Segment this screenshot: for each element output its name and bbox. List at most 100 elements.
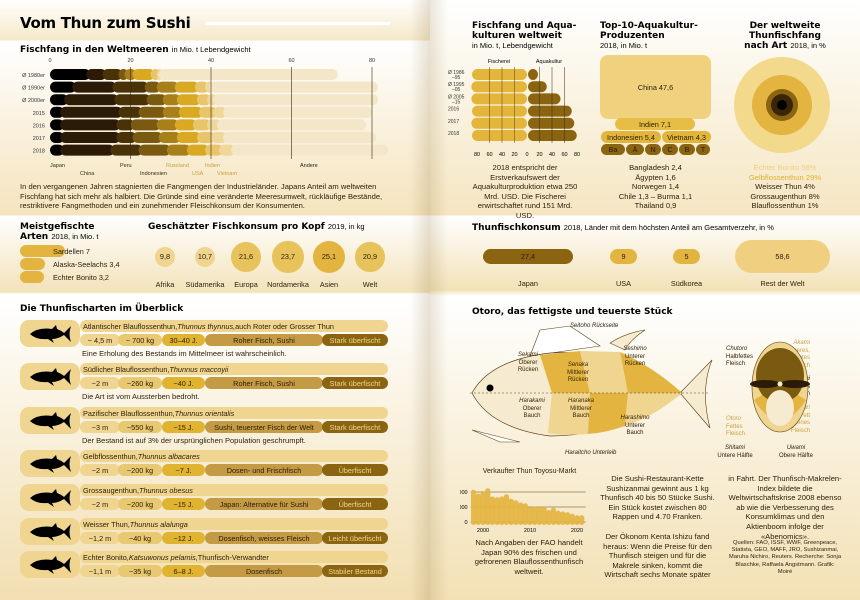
consumption-bubble: 20,9 — [355, 242, 385, 272]
otoro-title: Otoro, das fettigste und teuerste Stück — [472, 307, 673, 317]
bar-russland — [166, 144, 191, 156]
row-label: 2015 — [33, 111, 45, 117]
market-bar — [508, 498, 514, 525]
cut-name: Shitami — [724, 445, 745, 451]
chiai-left — [750, 380, 780, 388]
label-seshimo: Seshimo Unterer Rücken — [610, 346, 660, 369]
tuna-fish-icon — [20, 320, 80, 347]
latin-name: Katsuwonus pelamis, — [128, 552, 198, 562]
legend-peru: Peru — [120, 163, 132, 169]
tuna-name: Atlantischer Blauflossenthun, Thunnus th… — [80, 320, 388, 332]
tuna-name: Gelbflossenthun, Thunnus albacares — [80, 450, 388, 462]
fish-silhouette-icon — [30, 454, 71, 473]
bar-usa — [174, 81, 199, 93]
market-bar — [574, 515, 580, 525]
x-tick-label: 40 — [549, 152, 555, 158]
y-tick-label: 0 — [465, 520, 468, 526]
page-title: Vom Thun zum Sushi — [20, 14, 191, 32]
bar-peru — [116, 119, 135, 131]
bar-russland — [156, 81, 179, 93]
series-label: Aquakultur — [536, 59, 562, 65]
tuna-use: Dosenfisch, weisses Fleisch — [205, 532, 323, 544]
cut-name: Seshimo — [623, 346, 647, 352]
tuna-use: Roher Fisch, Sushi — [205, 334, 323, 346]
x-tick-label: 60 — [486, 152, 492, 158]
species-bar — [20, 271, 44, 283]
market-bar — [499, 496, 505, 525]
bar-china — [86, 69, 107, 80]
legend-item: Gelbflossenthun 29% — [748, 172, 822, 182]
bar-indien — [196, 132, 216, 143]
catch-title: Fischfang in den Weltmeeren in Mio. t Le… — [20, 45, 251, 55]
shimofuri-area — [766, 390, 794, 426]
tuna-name: Echter Bonito, Katsuwonus pelamis, Thunf… — [80, 551, 388, 563]
bar-indonesien — [130, 119, 161, 131]
row-label: 2018 — [33, 149, 45, 155]
market-bar — [518, 502, 524, 525]
belly-fin — [471, 429, 521, 443]
aqua-chart: Fischerei Aquakultur Ø 1986–95Ø 1995–05Ø 2… — [448, 59, 580, 158]
fao-text: Nach Angaben der FAO handelt Japan 90% d… — [474, 538, 584, 576]
tuna-age: 6–8 J. — [162, 565, 205, 577]
market-bar — [550, 507, 557, 525]
bar-andere — [223, 106, 372, 118]
tuna-len: ~1,1 m — [80, 565, 120, 577]
x-tick-label: 0 — [525, 152, 528, 158]
fischerei-bar — [472, 105, 527, 117]
tunacatch-legend: Echter Bonito 58% Gelbflossenthun 29% Weis… — [730, 163, 840, 211]
cut-description: Bauch — [572, 413, 590, 419]
label-haranaka: Haranaka Mittlerer Bauch — [556, 398, 606, 421]
cut-description: Obere Hälfte — [778, 452, 814, 459]
tuna-status: Stabiler Bestand — [322, 565, 388, 577]
consumption-bubble: 21,6 — [231, 242, 261, 272]
producer-item: Bangladesh 2,4 — [629, 163, 682, 172]
market-bar — [536, 507, 542, 525]
spine — [777, 381, 783, 387]
row-label: 2016 — [33, 123, 45, 129]
top10-title: Top-10-Aquakultur- Produzenten 2018, in Mi… — [600, 21, 698, 50]
producer-item: Norwegen 1,4 — [631, 182, 680, 192]
tuna-weight: ~200 kg — [118, 464, 162, 476]
bar-usa — [176, 94, 201, 106]
china-block: China 47,6 — [600, 55, 711, 119]
x-tick-label: 80 — [574, 152, 580, 158]
bar-china — [60, 144, 115, 156]
sources: Quellen: FAO, ISSF, WWF, Greenpeace, Sta… — [728, 540, 842, 575]
label-chutoro: Chutoro Halbfettes Fleisch — [726, 346, 753, 369]
tuna-weight: ~35 kg — [118, 565, 162, 577]
row-label: Ø 2000er — [22, 98, 45, 104]
fischerei-bar — [471, 117, 527, 129]
economist-text: Der Ökonom Kenta Ishizu fand heraus: Wen… — [603, 532, 712, 580]
x-tick-label: 0 — [48, 58, 51, 64]
bar-china — [60, 119, 121, 131]
konsum-country: Rest der Welt — [760, 279, 805, 288]
species-title: Meistgefischte Arten 2018, in Mio. t — [20, 222, 99, 242]
tuna-name: Weisser Thun, Thunnus alalunga — [80, 518, 388, 530]
bar-andere — [231, 144, 389, 156]
latin-name: Thunnus maccoyii — [169, 364, 229, 374]
tuna-weight: ~550 kg — [118, 421, 162, 433]
cut-name: Uwami — [786, 445, 806, 451]
tuna-weight: ~40 kg — [118, 532, 162, 544]
tuna-use: Japan: Alternative für Sushi — [205, 498, 323, 510]
vietnam-block: Vietnam 4,3 — [662, 131, 711, 143]
market-bar — [475, 493, 481, 525]
market-bar — [569, 513, 575, 525]
tuna-use: Dosen- und Frischfisch — [205, 464, 323, 476]
producer-pill: C — [662, 144, 678, 155]
konsum-title: Thunfischkonsum 2018, Länder mit dem höc… — [472, 223, 774, 233]
bar-usa — [176, 132, 201, 143]
bar-indien — [192, 119, 211, 131]
konsum-bar: 58,6 — [735, 239, 830, 273]
legend-item: Weisser Thun 4% — [755, 182, 815, 192]
right-page: Fischfang und Aqua-kulturen weltweit in M… — [430, 0, 860, 600]
cut-name: Sekami — [517, 352, 538, 358]
latin-name: Thunnus orientalis — [174, 408, 235, 418]
consumption-region: Südamerika — [185, 280, 225, 289]
aquakultur-bar — [528, 130, 577, 141]
market-bar — [560, 511, 566, 525]
row-label: 2017 — [448, 119, 459, 125]
legend-japan: Japan — [50, 163, 65, 169]
species-bar — [20, 258, 45, 270]
toyosu-title: Verkaufter Thun Toyosu-Markt — [482, 468, 577, 475]
